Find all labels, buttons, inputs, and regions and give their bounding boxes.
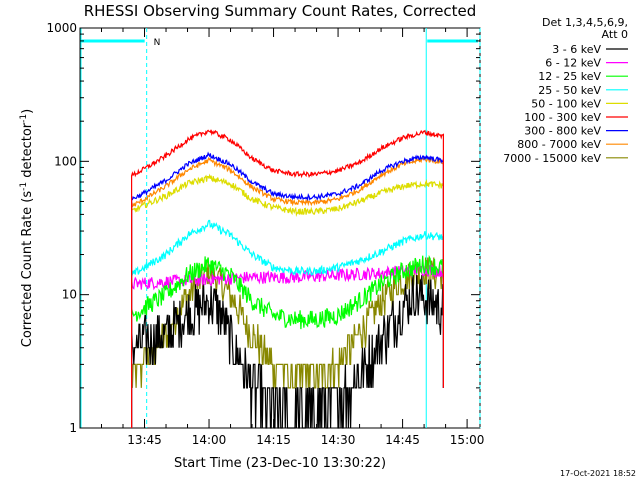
y-axis-label-sup1: -1 xyxy=(19,182,29,191)
y-axis-label-sup2: -1 xyxy=(19,114,29,123)
x-tick-label: 13:45 xyxy=(127,433,162,447)
chart-title: RHESSI Observing Summary Count Rates, Co… xyxy=(84,2,477,20)
series-layer xyxy=(131,129,444,429)
legend-entry-label: 100 - 300 keV xyxy=(524,111,601,124)
series-line xyxy=(131,257,444,428)
legend-entry-label: 12 - 25 keV xyxy=(538,70,601,83)
x-tick-label: 14:30 xyxy=(321,433,356,447)
series-line xyxy=(131,156,444,428)
series-line xyxy=(131,254,444,428)
y-axis-label-main: Corrected Count Rate (s xyxy=(20,191,35,348)
y-axis-label-mid: detector xyxy=(20,122,35,182)
legend-entry-label: 300 - 800 keV xyxy=(524,125,601,138)
x-tick-label: 14:45 xyxy=(385,433,420,447)
plot-frame xyxy=(79,27,481,429)
saa-label: N xyxy=(154,38,161,48)
legend-entry-label: 3 - 6 keV xyxy=(552,43,601,56)
series-line xyxy=(131,151,444,428)
x-ticks: 13:45 14:00 14:15 14:30 14:45 15:00 xyxy=(79,28,485,447)
series-line xyxy=(131,275,444,429)
y-tick-label: 1 xyxy=(69,421,77,435)
x-tick-label: 14:00 xyxy=(192,433,227,447)
y-ticks: 1 10 100 1000 xyxy=(46,21,480,435)
legend-header-line2: Att 0 xyxy=(602,28,628,41)
legend-entry-label: 7000 - 15000 keV xyxy=(503,152,601,165)
y-tick-label: 100 xyxy=(54,154,77,168)
legend-entry-label: 50 - 100 keV xyxy=(531,97,601,110)
timestamp: 17-Oct-2021 18:52 xyxy=(560,469,636,478)
night-lines: N xyxy=(80,28,481,428)
y-tick-label: 1000 xyxy=(46,21,77,35)
plot-area: N 1 10 100 1000 13:45 14:00 14:15 14:30 14:45 15… xyxy=(46,21,484,447)
y-axis-label-end: ) xyxy=(20,109,35,114)
x-tick-label: 14:15 xyxy=(256,433,291,447)
x-axis-label: Start Time (23-Dec-10 13:30:22) xyxy=(174,456,386,471)
y-tick-label: 10 xyxy=(62,288,77,302)
series-line xyxy=(131,129,444,428)
y-axis-label: Corrected Count Rate (s-1 detector-1) xyxy=(19,109,35,347)
x-tick-label: 15:00 xyxy=(450,433,485,447)
legend-header-line1: Det 1,3,4,5,6,9, xyxy=(542,16,628,29)
legend-entry-label: 25 - 50 keV xyxy=(538,84,601,97)
series-line xyxy=(131,219,444,428)
series-line xyxy=(131,173,444,428)
legend-entry-label: 800 - 7000 keV xyxy=(517,138,601,151)
legend-entry-label: 6 - 12 keV xyxy=(545,57,601,70)
